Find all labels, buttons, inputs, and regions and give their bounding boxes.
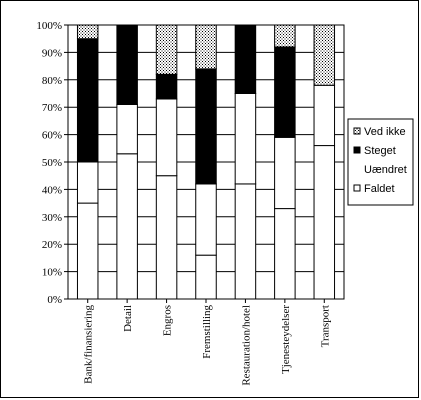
y-tick-label: 90%	[42, 47, 62, 59]
y-tick-label: 0%	[47, 294, 62, 306]
y-tick-label: 80%	[42, 75, 62, 87]
bar-segment	[313, 145, 336, 300]
bar-segment	[274, 136, 296, 210]
bar-segment	[76, 202, 99, 300]
x-category-label: Bank/finansiering	[83, 305, 95, 384]
x-category-label: Tjenesteydelser	[280, 305, 292, 374]
bar-segment	[195, 254, 217, 300]
bar-segment	[234, 183, 257, 300]
y-tick-label: 30%	[42, 212, 62, 224]
legend: Ved ikke Steget Uændret Faldet	[347, 118, 414, 206]
y-tick-label: 100%	[36, 20, 62, 32]
x-category-label: Restauration/hotel	[240, 305, 252, 386]
bar-segment	[76, 24, 99, 40]
bars	[76, 24, 336, 300]
bar-segment	[274, 46, 296, 138]
x-axis: Bank/finansiering Detail Engros Fremstillin…	[83, 299, 331, 386]
bar-segment	[195, 68, 217, 185]
y-tick-label: 40%	[42, 184, 62, 196]
bar-segment	[116, 24, 138, 105]
legend-swatch	[353, 146, 361, 154]
bar-segment	[116, 103, 138, 155]
bar-segment	[155, 175, 178, 300]
bar-segment	[76, 38, 99, 163]
legend-label: Faldet	[364, 183, 395, 195]
bar-segment	[155, 98, 178, 177]
bar-segment	[313, 84, 336, 147]
bar-segment	[313, 24, 336, 86]
legend-label: Steget	[364, 145, 396, 157]
y-tick-label: 70%	[42, 102, 62, 114]
y-axis: 0% 10% 20% 30% 40% 50% 60% 70% 80% 90% 100%	[36, 20, 68, 306]
y-tick-label: 60%	[42, 130, 62, 142]
bar-segment	[274, 208, 296, 300]
x-category-label: Detail	[122, 305, 134, 332]
legend-swatch	[353, 184, 361, 192]
y-tick-label: 50%	[42, 157, 62, 169]
bar-segment	[195, 183, 217, 256]
y-tick-label: 10%	[42, 267, 62, 279]
bar-segment	[76, 161, 99, 204]
legend-label: Uændret	[364, 164, 407, 176]
x-category-label: Fremstilling	[201, 305, 213, 359]
bar-segment	[234, 24, 257, 94]
x-category-label: Transport	[319, 305, 331, 347]
bar-segment	[274, 24, 296, 48]
bar-segment	[116, 153, 138, 300]
bar-segment	[195, 24, 217, 70]
legend-label: Ved ikke	[364, 126, 406, 138]
bar-segment	[155, 73, 178, 100]
x-category-label: Engros	[162, 305, 174, 336]
bar-segment	[155, 24, 178, 75]
legend-swatch	[353, 127, 361, 135]
bar-segment	[234, 93, 257, 185]
y-tick-label: 20%	[42, 239, 62, 251]
